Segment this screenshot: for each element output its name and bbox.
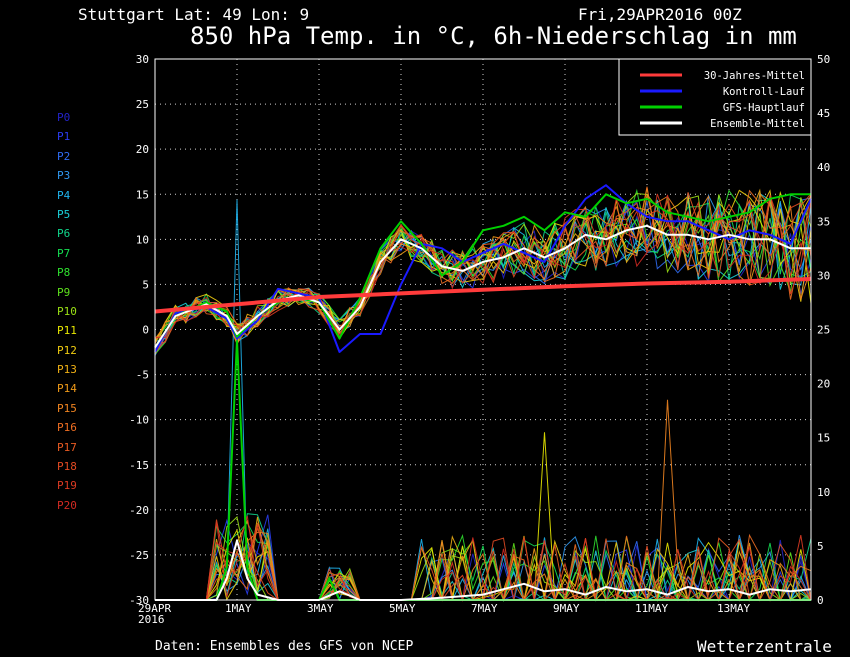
y-left-tick-label: -20	[129, 504, 149, 517]
y-left-tick-label: 15	[136, 188, 149, 201]
member-precip-line	[155, 521, 812, 602]
member-label: P9	[57, 285, 71, 299]
gfs-precip-line	[155, 340, 811, 601]
member-label: P17	[57, 440, 77, 454]
climate-mean-line	[154, 277, 812, 314]
run-date-label: Fri,29APR2016 00Z	[578, 5, 742, 24]
y-right-tick-label: 5	[817, 540, 824, 553]
y-left-tick-label: 5	[142, 278, 149, 291]
y-left-tick-label: 25	[136, 98, 149, 111]
y-right-tick-label: 15	[817, 432, 830, 445]
member-label: P14	[57, 382, 77, 396]
brand-label: Wetterzentrale	[697, 637, 832, 656]
legend: 30-Jahres-Mittel Kontroll-Lauf GFS-Hauptla…	[618, 58, 812, 136]
main-series	[154, 184, 812, 601]
y-left-tick-label: -5	[136, 369, 149, 382]
data-source-label: Daten: Ensembles des GFS von NCEP	[155, 639, 414, 654]
member-label: P10	[57, 304, 77, 318]
member-label: P13	[57, 363, 77, 377]
ensemble-member-list: P0 P1 P2 P3 P4 P5 P6 P7 P8 P9 P10 P11 P12 P13 P14 P15 P1…	[57, 108, 77, 515]
y-right-tick-label: 0	[817, 594, 824, 607]
y-left-tick-label: -15	[129, 459, 149, 472]
y-left-tick-label: 10	[136, 233, 149, 246]
x-tick-label: 5MAY	[389, 602, 416, 615]
y-left-tick-label: -10	[129, 414, 149, 427]
ensemble-mean-temp-line	[154, 224, 811, 349]
x-tick-label: 9MAY	[553, 602, 580, 615]
y-left-tick-label: -30	[129, 594, 149, 607]
x-tick-label: 1MAY	[225, 602, 252, 615]
legend-label: Kontroll-Lauf	[723, 86, 805, 98]
y-right-tick-label: 25	[817, 324, 830, 337]
y-right-tick-label: 45	[817, 107, 830, 120]
plot-frame	[154, 58, 812, 601]
member-label: P12	[57, 343, 77, 357]
y-left-tick-label: 0	[142, 324, 149, 337]
member-label: P8	[57, 266, 71, 280]
x-tick-label: 29APR	[138, 602, 171, 615]
member-label: P4	[57, 188, 71, 202]
member-label: P11	[57, 324, 77, 338]
member-label: P3	[57, 169, 71, 183]
member-label: P1	[57, 130, 71, 144]
member-precip-line	[155, 516, 812, 602]
y-right-tick-label: 40	[817, 161, 830, 174]
member-label: P6	[57, 227, 71, 241]
member-label: P7	[57, 246, 71, 260]
member-label: P2	[57, 149, 71, 163]
grid	[155, 59, 811, 600]
x-tick-label: 13MAY	[717, 602, 750, 615]
y-right-tick-label: 35	[817, 215, 830, 228]
y-right-tick-label: 30	[817, 269, 830, 282]
member-label: P5	[57, 207, 71, 221]
legend-label: 30-Jahres-Mittel	[704, 70, 805, 82]
legend-label: GFS-Hauptlauf	[723, 102, 805, 114]
y-right-tick-label: 10	[817, 486, 830, 499]
member-series	[154, 186, 812, 602]
y-right-tick-label: 50	[817, 53, 830, 66]
member-temp-line	[154, 193, 812, 353]
x-tick-label: 3MAY	[307, 602, 334, 615]
chart-title: 850 hPa Temp. in °C, 6h-Niederschlag in …	[190, 22, 797, 50]
member-label: P18	[57, 460, 77, 474]
y-left-tick-label: -25	[129, 549, 149, 562]
axes: 29APR2016 1MAY 3MAY 5MAY 7MAY 9MAY 11MAY 13MAY 3…	[129, 53, 830, 626]
y-left-tick-label: 30	[136, 53, 149, 66]
member-label: P19	[57, 479, 77, 493]
x-tick-label: 11MAY	[635, 602, 668, 615]
member-label: P0	[57, 111, 71, 124]
member-label: P15	[57, 401, 77, 415]
y-right-tick-label: 20	[817, 378, 830, 391]
legend-label: Ensemble-Mittel	[710, 118, 805, 130]
member-temp-line	[154, 188, 812, 343]
member-label: P16	[57, 421, 77, 435]
y-left-tick-label: 20	[136, 143, 149, 156]
x-tick-label: 2016	[138, 613, 165, 626]
ensemble-mean-precip-line	[155, 539, 812, 601]
member-precip-line	[155, 399, 812, 602]
location-label: Stuttgart Lat: 49 Lon: 9	[78, 5, 310, 24]
x-tick-label: 7MAY	[471, 602, 498, 615]
member-precip-line	[155, 522, 812, 602]
member-temp-line	[154, 193, 812, 344]
member-label: P20	[57, 498, 77, 512]
